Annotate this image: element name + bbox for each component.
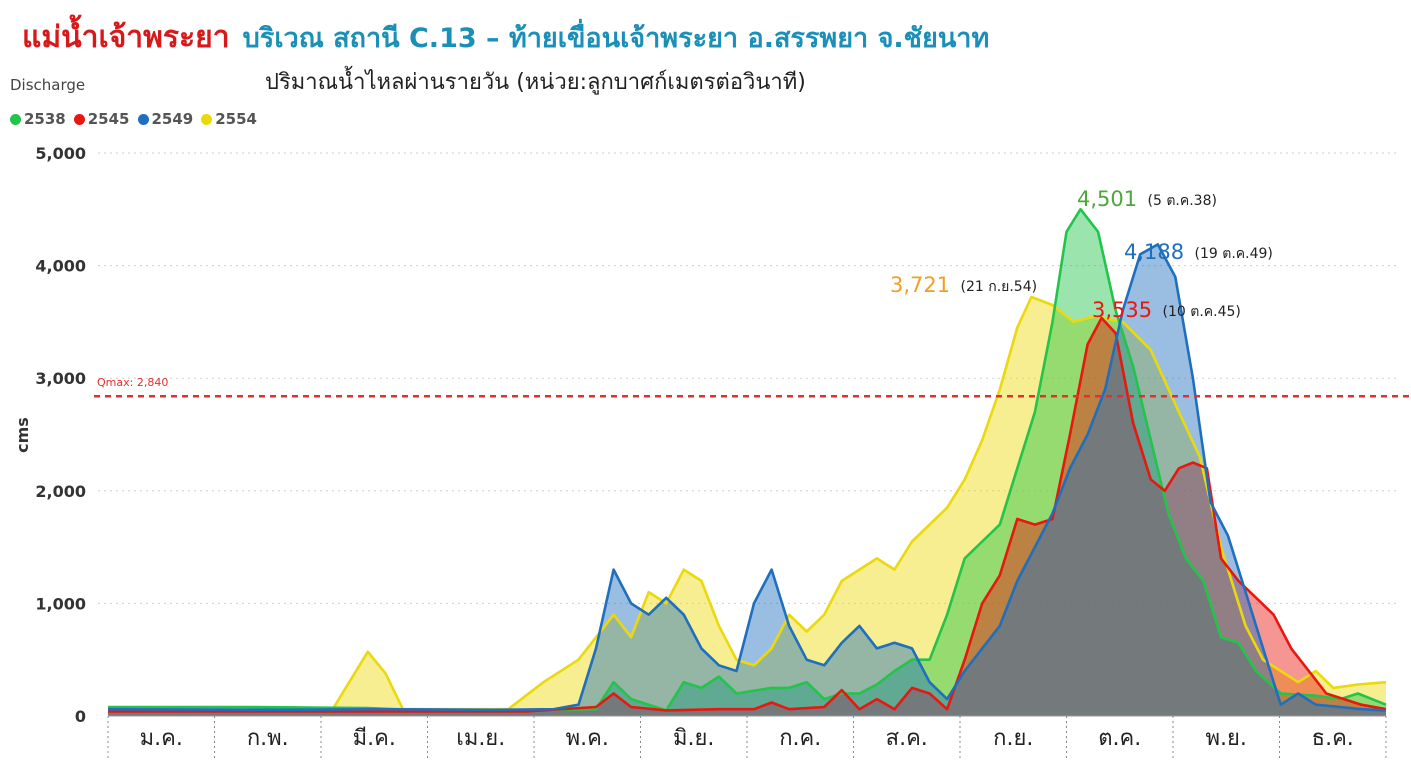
peak-date-2545: (10 ต.ค.45) (1163, 304, 1241, 320)
x-tick-label: ก.ย. (993, 726, 1033, 751)
legend-label-2545: 2545 (87, 110, 130, 128)
y-tick-label: 4,000 (35, 257, 86, 276)
y-axis-label: cms (13, 417, 32, 453)
qmax-label: Qmax: 2,840 (97, 376, 168, 389)
legend-item-2538[interactable]: 2538 (10, 110, 66, 128)
chart-title-station: บริเวณ สถานี C.13 – ท้ายเขื่อนเจ้าพระยา … (242, 23, 990, 54)
peak-value-2549: 4,188 (1124, 240, 1184, 264)
chart-subtitle: ปริมาณน้ำไหลผ่านรายวัน (หน่วย:ลูกบาศก์เม… (265, 70, 806, 95)
area-2538 (108, 209, 1386, 716)
legend-label-2549: 2549 (151, 110, 194, 128)
y-tick-label: 3,000 (35, 369, 86, 388)
y-tick-label: 2,000 (35, 482, 86, 501)
peak-date-2549: (19 ต.ค.49) (1195, 246, 1273, 262)
legend-dot-2538 (10, 113, 21, 125)
y-tick-label: 1,000 (35, 594, 86, 613)
x-tick-label: ต.ค. (1098, 726, 1141, 751)
chart-title-river: แม่น้ำเจ้าพระยา (22, 20, 230, 55)
chart-title: แม่น้ำเจ้าพระยา บริเวณ สถานี C.13 – ท้าย… (22, 14, 989, 61)
legend-item-2549[interactable]: 2549 (137, 110, 194, 128)
peak-value-2554: 3,721 (890, 273, 950, 297)
legend-item-2554[interactable]: 2554 (201, 110, 257, 128)
legend-dot-2545 (73, 113, 85, 125)
legend-item-2545[interactable]: 2545 (73, 110, 130, 128)
x-tick-label: เม.ย. (456, 726, 505, 751)
area-2554 (108, 297, 1386, 716)
area-2545 (108, 318, 1386, 716)
x-tick-label: ม.ค. (140, 726, 183, 751)
y-tick-label: 5,000 (35, 144, 86, 163)
x-tick-label: พ.ค. (566, 726, 609, 751)
peak-date-2538: (5 ต.ค.38) (1148, 193, 1217, 209)
x-tick-label: ก.ค. (779, 726, 821, 751)
legend-title: Discharge (10, 76, 86, 94)
legend-dot-2549 (137, 113, 149, 125)
legend-dot-2554 (201, 113, 213, 125)
y-tick-label: 0 (75, 707, 86, 726)
x-tick-label: มิ.ย. (673, 726, 714, 751)
legend: 2538 2545 2549 2554 (10, 110, 257, 128)
line-2545 (108, 316, 1387, 713)
x-tick-label: ก.พ. (247, 726, 289, 751)
x-tick-label: มี.ค. (353, 726, 396, 751)
peak-value-2538: 4,501 (1077, 187, 1137, 211)
line-2538 (108, 207, 1387, 712)
area-2549 (108, 244, 1386, 716)
line-2549 (107, 243, 1387, 712)
x-tick-label: ธ.ค. (1312, 726, 1354, 751)
legend-label-2554: 2554 (215, 110, 257, 128)
peak-value-2545: 3,535 (1092, 298, 1152, 322)
x-tick-label: ส.ค. (886, 726, 928, 751)
legend-label-2538: 2538 (24, 110, 66, 128)
peak-date-2554: (21 ก.ย.54) (961, 279, 1038, 295)
x-tick-label: พ.ย. (1206, 726, 1247, 751)
